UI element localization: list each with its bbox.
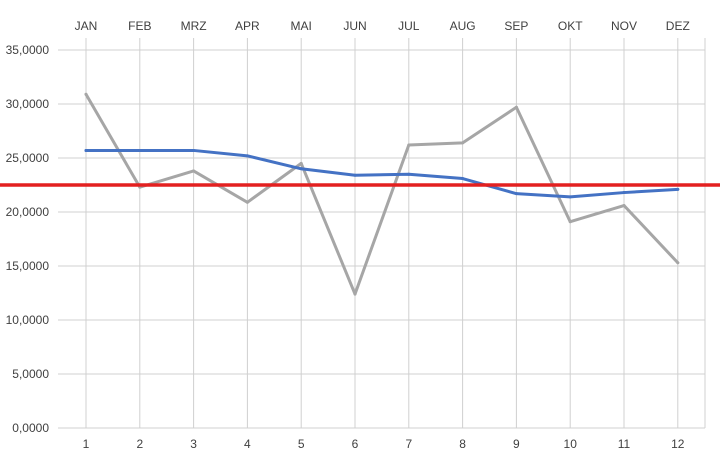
x-tick-label: 3 xyxy=(190,437,197,451)
series-1-point xyxy=(622,204,626,208)
x-tick-label: 2 xyxy=(136,437,143,451)
month-label: MRZ xyxy=(181,19,207,33)
grid-layer xyxy=(58,38,706,429)
series-1-point xyxy=(461,141,465,145)
month-label: DEZ xyxy=(666,19,690,33)
series-line-2 xyxy=(84,148,680,199)
series-layer xyxy=(0,92,720,296)
x-tick-label: 12 xyxy=(671,437,685,451)
month-label: AUG xyxy=(450,19,476,33)
series-2-point xyxy=(84,148,88,152)
series-2-point xyxy=(245,154,249,158)
y-tick-label: 5,0000 xyxy=(12,367,49,381)
series-1-point xyxy=(245,200,249,204)
month-label: JAN xyxy=(75,19,98,33)
y-tick-label: 10,0000 xyxy=(6,313,50,327)
series-1-point xyxy=(407,143,411,147)
series-1-point xyxy=(568,220,572,224)
month-label: JUL xyxy=(398,19,420,33)
series-2-point xyxy=(353,173,357,177)
y-tick-label: 25,0000 xyxy=(6,151,50,165)
x-tick-label: 8 xyxy=(459,437,466,451)
series-2-point xyxy=(138,148,142,152)
month-label: OKT xyxy=(558,19,583,33)
x-tick-label: 5 xyxy=(298,437,305,451)
series-2-point xyxy=(622,191,626,195)
series-2-point xyxy=(192,148,196,152)
series-1-point xyxy=(514,105,518,109)
series-2-point xyxy=(299,167,303,171)
y-tick-label: 0,0000 xyxy=(12,421,49,435)
series-2-point xyxy=(407,172,411,176)
x-tick-label: 4 xyxy=(244,437,251,451)
x-tick-label: 1 xyxy=(83,437,90,451)
month-label: MAI xyxy=(291,19,312,33)
axis-layer: 0,0000 5,0000 10,0000 15,0000 20,0000 25,0000… xyxy=(6,19,690,451)
x-tick-label: 11 xyxy=(618,437,631,451)
x-tick-label: 9 xyxy=(513,437,520,451)
month-label: FEB xyxy=(128,19,151,33)
y-tick-label: 35,0000 xyxy=(6,43,50,57)
series-2-point xyxy=(676,187,680,191)
month-label: JUN xyxy=(343,19,366,33)
series-line-1 xyxy=(84,92,680,296)
series-2-point xyxy=(514,192,518,196)
month-label: SEP xyxy=(504,19,528,33)
series-2-point xyxy=(568,195,572,199)
month-label: NOV xyxy=(611,19,637,33)
series-1-point xyxy=(84,92,88,96)
month-label: APR xyxy=(235,19,260,33)
y-tick-label: 20,0000 xyxy=(6,205,50,219)
series-1-point xyxy=(353,292,357,296)
y-tick-label: 15,0000 xyxy=(6,259,50,273)
y-tick-label: 30,0000 xyxy=(6,97,50,111)
x-tick-label: 7 xyxy=(405,437,412,451)
series-1-point xyxy=(299,161,303,165)
series-2-point xyxy=(461,177,465,181)
x-tick-label: 6 xyxy=(352,437,359,451)
series-1-point xyxy=(676,261,680,265)
x-tick-label: 10 xyxy=(564,437,578,451)
series-1-point xyxy=(192,169,196,173)
